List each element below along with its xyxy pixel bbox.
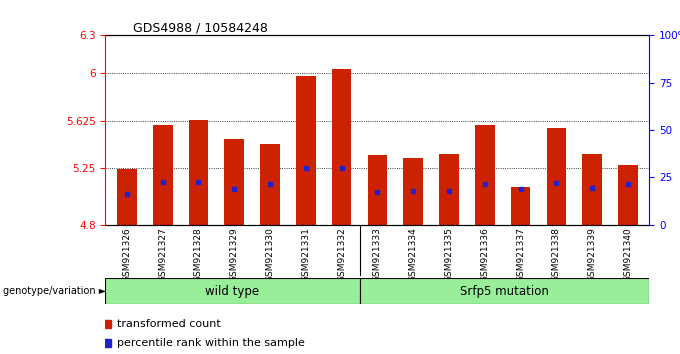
Text: GSM921338: GSM921338 (552, 227, 561, 282)
Text: GSM921335: GSM921335 (445, 227, 454, 282)
Bar (511, 187, 530, 225)
Bar (224, 139, 244, 225)
Bar (368, 155, 387, 225)
Bar (582, 154, 602, 225)
Bar (296, 76, 316, 225)
Bar (439, 154, 459, 225)
Bar (260, 144, 280, 225)
Text: GSM921332: GSM921332 (337, 227, 346, 282)
Text: wild type: wild type (205, 285, 260, 298)
Bar (360, 278, 649, 304)
Bar (475, 125, 494, 225)
Text: GSM921328: GSM921328 (194, 227, 203, 282)
Text: GSM921330: GSM921330 (265, 227, 275, 282)
Bar (188, 120, 208, 225)
Text: GSM921329: GSM921329 (230, 227, 239, 282)
Text: GSM921337: GSM921337 (516, 227, 525, 282)
Text: GSM921326: GSM921326 (122, 227, 131, 282)
Text: GSM921327: GSM921327 (158, 227, 167, 282)
Text: Srfp5 mutation: Srfp5 mutation (460, 285, 549, 298)
Bar (618, 165, 638, 225)
Bar (403, 158, 423, 225)
Text: percentile rank within the sample: percentile rank within the sample (117, 338, 305, 348)
Text: GSM921339: GSM921339 (588, 227, 596, 282)
Text: transformed count: transformed count (117, 319, 220, 329)
Text: GSM921334: GSM921334 (409, 227, 418, 282)
Bar (547, 127, 566, 225)
Text: GDS4988 / 10584248: GDS4988 / 10584248 (133, 21, 267, 34)
Bar (117, 169, 137, 225)
Bar (153, 125, 173, 225)
Text: GSM921340: GSM921340 (624, 227, 632, 282)
Text: genotype/variation ►: genotype/variation ► (3, 286, 107, 296)
Text: GSM921333: GSM921333 (373, 227, 382, 282)
Text: GSM921331: GSM921331 (301, 227, 310, 282)
Bar (105, 278, 360, 304)
Text: GSM921336: GSM921336 (480, 227, 490, 282)
Bar (332, 69, 352, 225)
